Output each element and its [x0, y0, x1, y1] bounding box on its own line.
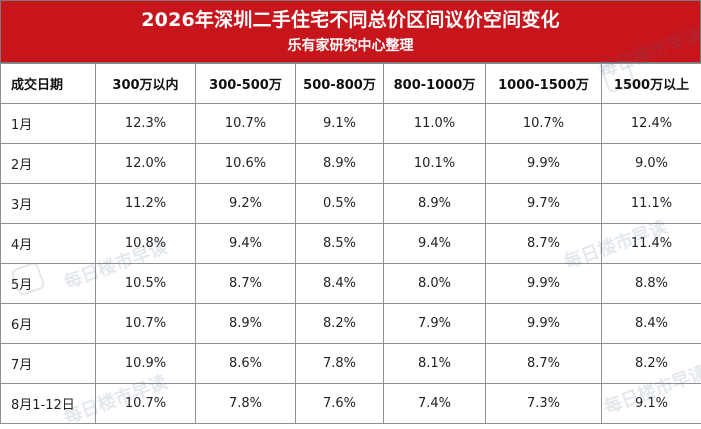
- row-date: 4月: [1, 224, 96, 264]
- table-row: 3月 11.2% 9.2% 0.5% 8.9% 9.7% 11.1%: [1, 184, 701, 224]
- cell-over-1500: 9.1%: [602, 384, 701, 424]
- table-header-row: 成交日期 300万以内 300-500万 500-800万 800-1000万 …: [1, 64, 701, 104]
- cell-1000-1500: 9.7%: [486, 184, 602, 224]
- cell-500-800: 9.1%: [296, 104, 384, 144]
- cell-under-300: 10.5%: [96, 264, 196, 304]
- document-subtitle: 乐有家研究中心整理: [1, 37, 700, 55]
- cell-1000-1500: 8.7%: [486, 224, 602, 264]
- cell-under-300: 10.7%: [96, 304, 196, 344]
- cell-over-1500: 12.4%: [602, 104, 701, 144]
- report-header: 2026年深圳二手住宅不同总价区间议价空间变化 乐有家研究中心整理: [0, 0, 701, 63]
- column-header-500-800: 500-800万: [296, 64, 384, 104]
- cell-under-300: 10.9%: [96, 344, 196, 384]
- cell-800-1000: 10.1%: [384, 144, 486, 184]
- cell-1000-1500: 9.9%: [486, 144, 602, 184]
- cell-under-300: 10.7%: [96, 384, 196, 424]
- cell-300-500: 9.2%: [196, 184, 296, 224]
- cell-500-800: 7.6%: [296, 384, 384, 424]
- cell-300-500: 10.7%: [196, 104, 296, 144]
- cell-500-800: 0.5%: [296, 184, 384, 224]
- table-row: 5月 10.5% 8.7% 8.4% 8.0% 9.9% 8.8%: [1, 264, 701, 304]
- cell-800-1000: 8.0%: [384, 264, 486, 304]
- column-header-1000-1500: 1000-1500万: [486, 64, 602, 104]
- cell-300-500: 10.6%: [196, 144, 296, 184]
- row-date: 2月: [1, 144, 96, 184]
- cell-500-800: 8.4%: [296, 264, 384, 304]
- table-row: 4月 10.8% 9.4% 8.5% 9.4% 8.7% 11.4%: [1, 224, 701, 264]
- cell-1000-1500: 10.7%: [486, 104, 602, 144]
- cell-300-500: 8.6%: [196, 344, 296, 384]
- cell-over-1500: 8.8%: [602, 264, 701, 304]
- table-row: 8月1-12日 10.7% 7.8% 7.6% 7.4% 7.3% 9.1%: [1, 384, 701, 424]
- cell-800-1000: 8.9%: [384, 184, 486, 224]
- row-date: 5月: [1, 264, 96, 304]
- cell-over-1500: 8.4%: [602, 304, 701, 344]
- cell-800-1000: 7.4%: [384, 384, 486, 424]
- column-header-over-1500: 1500万以上: [602, 64, 701, 104]
- cell-500-800: 7.8%: [296, 344, 384, 384]
- cell-800-1000: 11.0%: [384, 104, 486, 144]
- column-header-800-1000: 800-1000万: [384, 64, 486, 104]
- cell-800-1000: 8.1%: [384, 344, 486, 384]
- column-header-date: 成交日期: [1, 64, 96, 104]
- table-row: 2月 12.0% 10.6% 8.9% 10.1% 9.9% 9.0%: [1, 144, 701, 184]
- document-title: 2026年深圳二手住宅不同总价区间议价空间变化: [1, 8, 700, 32]
- cell-over-1500: 11.1%: [602, 184, 701, 224]
- cell-under-300: 10.8%: [96, 224, 196, 264]
- cell-1000-1500: 9.9%: [486, 264, 602, 304]
- cell-500-800: 8.5%: [296, 224, 384, 264]
- cell-over-1500: 9.0%: [602, 144, 701, 184]
- cell-300-500: 8.7%: [196, 264, 296, 304]
- row-date: 3月: [1, 184, 96, 224]
- negotiation-space-table: 成交日期 300万以内 300-500万 500-800万 800-1000万 …: [0, 63, 701, 424]
- cell-under-300: 12.0%: [96, 144, 196, 184]
- cell-300-500: 7.8%: [196, 384, 296, 424]
- table-row: 7月 10.9% 8.6% 7.8% 8.1% 8.7% 8.2%: [1, 344, 701, 384]
- cell-300-500: 8.9%: [196, 304, 296, 344]
- table-row: 6月 10.7% 8.9% 8.2% 7.9% 9.9% 8.4%: [1, 304, 701, 344]
- row-date: 6月: [1, 304, 96, 344]
- cell-500-800: 8.9%: [296, 144, 384, 184]
- cell-800-1000: 9.4%: [384, 224, 486, 264]
- table-row: 1月 12.3% 10.7% 9.1% 11.0% 10.7% 12.4%: [1, 104, 701, 144]
- cell-1000-1500: 8.7%: [486, 344, 602, 384]
- cell-under-300: 11.2%: [96, 184, 196, 224]
- row-date: 1月: [1, 104, 96, 144]
- cell-300-500: 9.4%: [196, 224, 296, 264]
- cell-under-300: 12.3%: [96, 104, 196, 144]
- column-header-under-300: 300万以内: [96, 64, 196, 104]
- column-header-300-500: 300-500万: [196, 64, 296, 104]
- cell-800-1000: 7.9%: [384, 304, 486, 344]
- row-date: 7月: [1, 344, 96, 384]
- cell-500-800: 8.2%: [296, 304, 384, 344]
- cell-1000-1500: 7.3%: [486, 384, 602, 424]
- cell-over-1500: 11.4%: [602, 224, 701, 264]
- cell-1000-1500: 9.9%: [486, 304, 602, 344]
- cell-over-1500: 8.2%: [602, 344, 701, 384]
- row-date: 8月1-12日: [1, 384, 96, 424]
